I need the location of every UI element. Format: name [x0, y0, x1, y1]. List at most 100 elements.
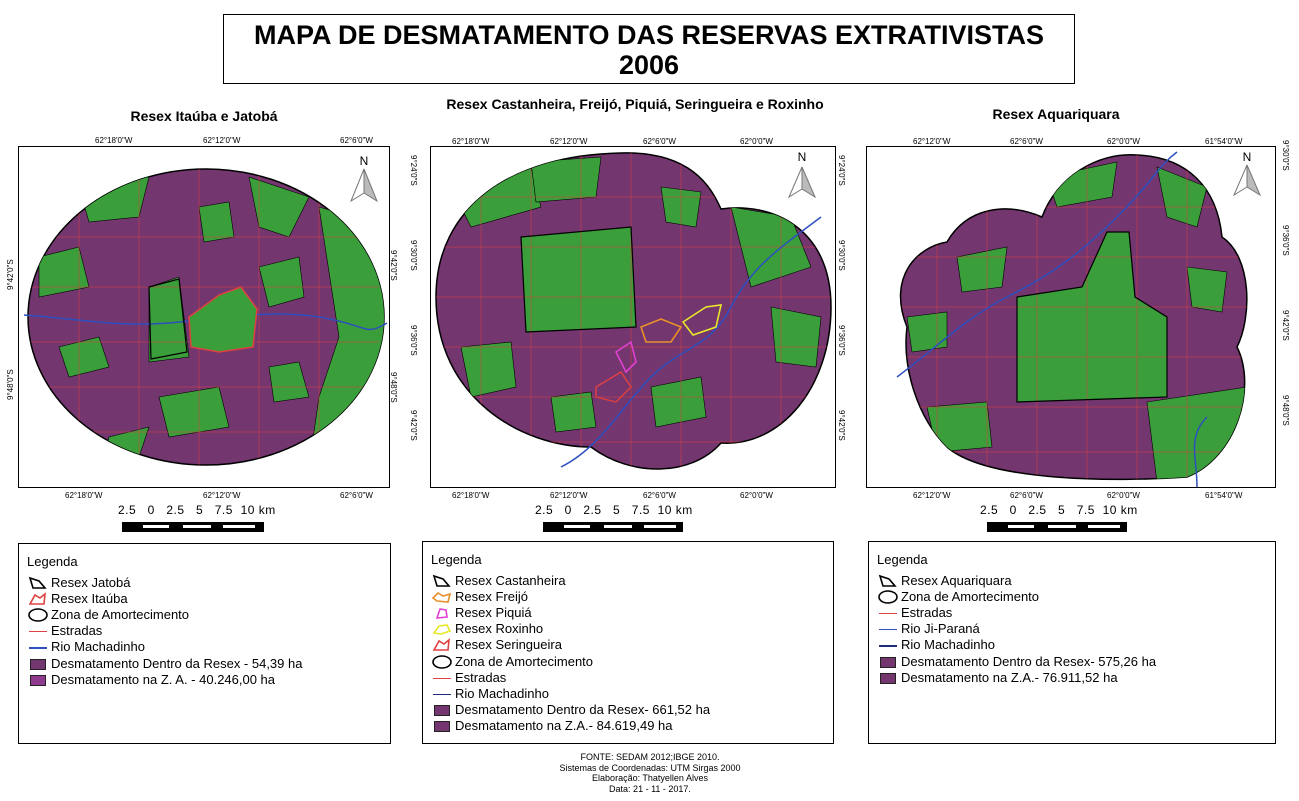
- legend-symbol-icon: [877, 574, 899, 588]
- legend-symbol-icon: [877, 638, 899, 652]
- legend-item: Resex Jatobá: [27, 574, 131, 590]
- bottom-tick-label: 62°12'0"W: [913, 491, 951, 500]
- legend-item-label: Zona de Amortecimento: [455, 653, 594, 669]
- legend-item-label: Resex Roxinho: [455, 621, 544, 637]
- legend-item-label: Desmatamento na Z. A. - 40.246,00 ha: [51, 671, 276, 687]
- legend-item-label: Resex Freijó: [455, 588, 528, 604]
- legend-item: Estradas: [431, 669, 506, 685]
- north-label: N: [798, 150, 807, 164]
- legend-title: Legenda: [27, 554, 78, 569]
- legend-item: Desmatamento na Z.A.- 84.619,49 ha: [431, 718, 673, 734]
- legend-symbol-icon: [27, 624, 49, 638]
- legend-symbol-icon: [27, 640, 49, 654]
- bottom-tick-label: 62°0'0"W: [1107, 491, 1140, 500]
- left-tick-label: 9°36'0"S: [409, 325, 418, 356]
- legend-symbol-icon: [431, 654, 453, 669]
- legend-item-label: Resex Itaúba: [51, 590, 128, 606]
- legend-item: Desmatamento na Z.A.- 76.911,52 ha: [877, 669, 1118, 685]
- bottom-tick-label: 62°12'0"W: [203, 491, 241, 500]
- legend-item: Zona de Amortecimento: [27, 606, 189, 622]
- left-tick-label: 9°42'0"S: [6, 259, 15, 290]
- legend-item: Resex Itaúba: [27, 590, 128, 606]
- legend-symbol-icon: [877, 671, 899, 685]
- top-tick-label: 62°18'0"W: [95, 136, 133, 145]
- legend-symbol-icon: [431, 671, 453, 685]
- map-title-line1: MAPA DE DESMATAMENTO DAS RESERVAS EXTRAT…: [253, 20, 1045, 50]
- legend-item-label: Zona de Amortecimento: [901, 588, 1040, 604]
- north-label: N: [360, 154, 369, 168]
- right-tick-label: 9°42'0"S: [837, 410, 846, 441]
- legend-item: Rio Ji-Paraná: [877, 621, 980, 637]
- scale-bar: [987, 522, 1127, 532]
- legend-item-label: Rio Machadinho: [51, 639, 145, 655]
- legend-symbol-icon: [877, 622, 899, 636]
- right-tick-label: 9°48'0"S: [1281, 395, 1290, 426]
- legend-item-label: Rio Ji-Paraná: [901, 621, 980, 637]
- top-tick-label: 61°54'0"W: [1205, 137, 1243, 146]
- legend-item-label: Desmatamento Dentro da Resex - 54,39 ha: [51, 655, 303, 671]
- resex-piquia: [614, 340, 637, 374]
- legend-panel-3: Legenda Resex Aquariquara Zona de Amortec…: [868, 541, 1276, 744]
- resex-freijo: [640, 318, 683, 343]
- resex-jatoba: [148, 278, 188, 360]
- resex-roxinho: [681, 304, 723, 336]
- legend-item-label: Estradas: [51, 623, 103, 639]
- right-tick-label: 9°48'0"S: [389, 372, 398, 403]
- top-tick-label: 62°12'0"W: [203, 136, 241, 145]
- scale-bar: [122, 522, 264, 532]
- roads: [436, 152, 831, 470]
- legend-item-label: Zona de Amortecimento: [51, 606, 190, 622]
- scale-bar-labels: 2.5 0 2.5 5 7.5 10 km: [980, 503, 1138, 517]
- top-tick-label: 62°12'0"W: [550, 137, 588, 146]
- north-arrow: [787, 166, 817, 199]
- right-tick-label: 9°36'0"S: [837, 325, 846, 356]
- legend-symbol-icon: [431, 606, 453, 620]
- legend-item: Rio Machadinho: [431, 685, 549, 701]
- legend-symbol-icon: [431, 719, 453, 733]
- panel-3-title: Resex Aquariquara: [992, 106, 1120, 122]
- right-tick-label: 9°36'0"S: [1281, 225, 1290, 256]
- map-frame-aquariquara: N: [866, 146, 1276, 488]
- top-tick-label: 62°12'0"W: [913, 137, 951, 146]
- legend-item-label: Resex Seringueira: [455, 637, 562, 653]
- legend-symbol-icon: [431, 638, 453, 652]
- legend-item: Resex Seringueira: [431, 637, 562, 653]
- north-arrow: [349, 168, 379, 203]
- legend-item-label: Resex Jatobá: [51, 574, 131, 590]
- legend-symbol-icon: [431, 574, 453, 588]
- legend-symbol-icon: [27, 673, 49, 687]
- legend-symbol-icon: [431, 590, 453, 604]
- legend-item: Resex Piquiá: [431, 604, 532, 620]
- footer-coordinates: Sistemas de Coordenadas: UTM Sirgas 2000: [559, 762, 741, 773]
- legend-symbol-icon: [877, 589, 899, 604]
- map-frame-castanheira: N: [430, 146, 836, 488]
- legend-panel-1: Legenda Resex Jatobá Resex Itaúba Zona de …: [18, 543, 391, 744]
- footer-credits: FONTE: SEDAM 2012;IBGE 2010. Sistemas de…: [440, 752, 860, 794]
- rio-machadinho: [896, 151, 1178, 378]
- legend-item: Rio Machadinho: [877, 637, 995, 653]
- legend-item-label: Resex Aquariquara: [901, 572, 1012, 588]
- right-tick-label: 9°30'0"S: [1281, 140, 1290, 171]
- left-tick-label: 9°48'0"S: [6, 369, 15, 400]
- resex-aquariquara: [1016, 231, 1168, 403]
- legend-symbol-icon: [431, 687, 453, 701]
- right-tick-label: 9°42'0"S: [1281, 310, 1290, 341]
- bottom-tick-label: 62°6'0"W: [643, 491, 676, 500]
- legend-symbol-icon: [877, 655, 899, 669]
- legend-item: Resex Castanheira: [431, 572, 566, 588]
- legend-symbol-icon: [431, 703, 453, 717]
- legend-panel-2: Legenda Resex Castanheira Resex Freijó Res…: [422, 541, 834, 744]
- panel-1-title: Resex Itaúba e Jatobá: [130, 108, 278, 124]
- right-tick-label: 9°24'0"S: [837, 155, 846, 186]
- legend-item: Zona de Amortecimento: [877, 588, 1039, 604]
- legend-item: Desmatamento Dentro da Resex - 54,39 ha: [27, 655, 302, 671]
- top-tick-label: 62°0'0"W: [1107, 137, 1140, 146]
- left-tick-label: 9°30'0"S: [409, 240, 418, 271]
- legend-item-label: Desmatamento Dentro da Resex- 575,26 ha: [901, 653, 1157, 669]
- top-tick-label: 62°18'0"W: [452, 137, 490, 146]
- legend-symbol-icon: [27, 657, 49, 671]
- north-label: N: [1243, 150, 1252, 164]
- resex-itauba: [188, 286, 258, 353]
- map-title-line2: 2006: [618, 50, 680, 80]
- legend-item-label: Rio Machadinho: [901, 637, 995, 653]
